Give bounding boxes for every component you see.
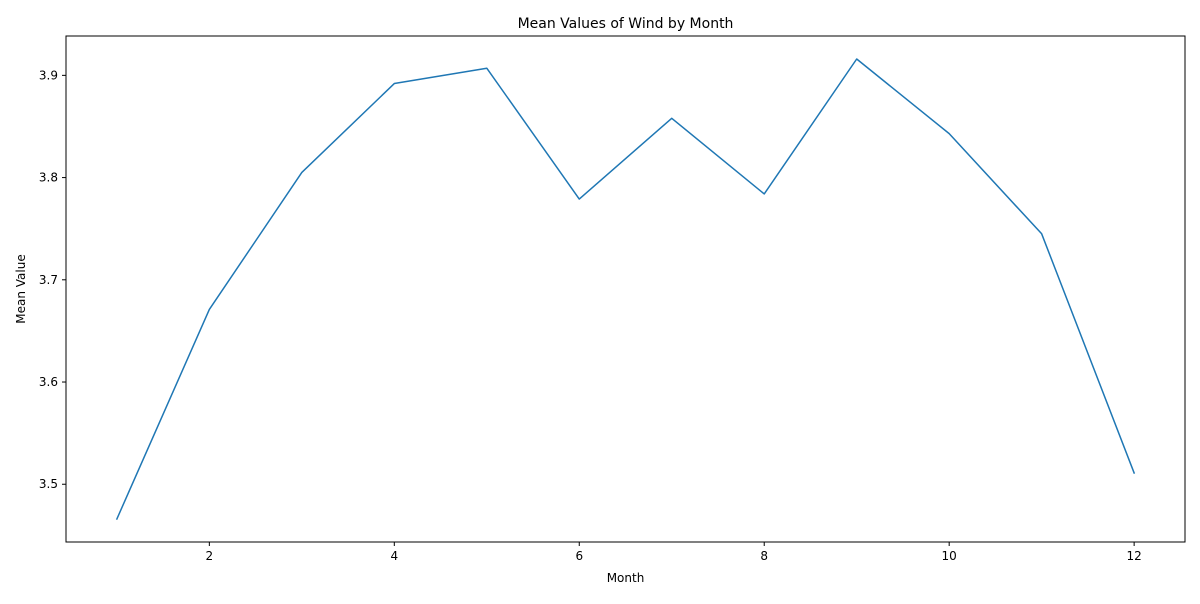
- x-tick-label: 4: [390, 549, 398, 563]
- x-tick-label: 2: [206, 549, 214, 563]
- plot-frame: [65, 35, 1186, 543]
- y-axis: 3.5 3.6 3.7 3.8 3.9: [39, 68, 66, 491]
- x-axis-label: Month: [607, 571, 645, 585]
- x-tick-label: 6: [575, 549, 583, 563]
- y-axis-label: Mean Value: [14, 254, 28, 323]
- series-line-wind: [115, 58, 1136, 520]
- y-tick-label: 3.7: [39, 273, 58, 287]
- x-tick-label: 8: [760, 549, 768, 563]
- y-tick-label: 3.9: [39, 68, 58, 82]
- chart-title: Mean Values of Wind by Month: [518, 16, 734, 32]
- y-tick-label: 3.8: [39, 171, 58, 185]
- series-layer: [115, 58, 1136, 520]
- x-axis: 2 4 6 8 10 12: [206, 542, 1142, 563]
- y-tick-label: 3.5: [39, 477, 58, 491]
- y-tick-label: 3.6: [39, 375, 58, 389]
- x-tick-label: 12: [1126, 549, 1141, 563]
- plot-area: [66, 36, 1185, 542]
- x-tick-label: 10: [942, 549, 957, 563]
